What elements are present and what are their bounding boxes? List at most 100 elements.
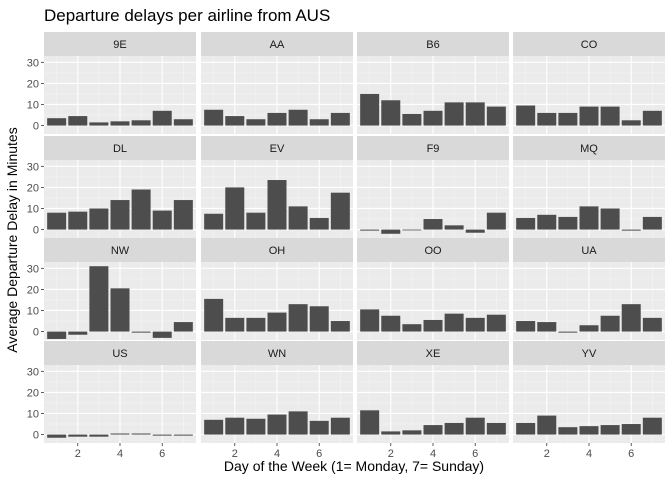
bar [225, 317, 245, 332]
bar [600, 208, 620, 230]
bar [246, 119, 266, 126]
bar [642, 417, 662, 435]
bar [642, 110, 662, 126]
facet-strip [357, 136, 509, 160]
x-tick-label: 4 [274, 448, 280, 460]
bar [131, 433, 151, 435]
bar [131, 120, 151, 126]
facet-strip-label: MQ [580, 143, 598, 155]
bar [47, 212, 67, 230]
facet-yv: YV 2 4 6 [513, 341, 665, 460]
bar [579, 325, 599, 332]
bar [402, 324, 422, 332]
bar [642, 317, 662, 332]
bar [173, 200, 193, 230]
bar [288, 411, 308, 435]
bar [486, 212, 506, 230]
bar [423, 425, 443, 435]
bar [288, 206, 308, 230]
facet-strip [513, 238, 665, 262]
bar [579, 106, 599, 126]
x-tick-label: 6 [316, 448, 322, 460]
bar [465, 102, 485, 126]
bar [47, 331, 67, 339]
facet-9e: 9E 0 10 20 30 [27, 32, 196, 134]
y-axis-title: Average Departure Delay in Minutes [4, 127, 20, 352]
facet-strip-label: XE [426, 348, 441, 360]
bar [486, 314, 506, 332]
bar [558, 331, 578, 333]
facet-wn: WN 2 4 6 [201, 341, 353, 460]
bar [402, 229, 422, 231]
facet-strip [513, 341, 665, 365]
bar [89, 266, 109, 332]
facet-strip [44, 238, 196, 262]
bar [89, 208, 109, 230]
bar [621, 424, 641, 435]
bar [402, 430, 422, 435]
bar [131, 331, 151, 333]
bar [621, 120, 641, 126]
y-tick-label: 30 [27, 263, 39, 275]
y-tick-label: 20 [27, 182, 39, 194]
y-tick-label: 10 [27, 305, 39, 317]
bar [204, 109, 224, 126]
bar [516, 321, 536, 332]
bar [173, 119, 193, 126]
bar [110, 200, 130, 230]
facet-strip [201, 136, 353, 160]
y-tick-label: 10 [27, 99, 39, 111]
facet-us: US 0 10 20 30 2 4 6 [27, 341, 196, 460]
bar [516, 105, 536, 126]
x-tick-label: 4 [117, 448, 123, 460]
facet-strip-label: B6 [426, 39, 439, 51]
bar [486, 106, 506, 126]
bar [152, 210, 172, 230]
facet-strip-label: OH [269, 245, 286, 257]
bar [558, 216, 578, 230]
bar [204, 298, 224, 332]
bar [309, 119, 329, 126]
bar [402, 113, 422, 126]
facet-strip [513, 136, 665, 160]
facet-strip [44, 32, 196, 56]
x-tick-label: 4 [586, 448, 592, 460]
bar [465, 417, 485, 435]
y-tick-label: 0 [33, 121, 39, 133]
x-axis-title: Day of the Week (1= Monday, 7= Sunday) [224, 458, 484, 474]
bar [579, 426, 599, 435]
bar [621, 304, 641, 332]
facet-strip-label: 9E [113, 39, 126, 51]
facet-co: CO [513, 32, 665, 134]
facet-strip-label: UA [581, 245, 597, 257]
bar [152, 434, 172, 436]
facet-strip-label: AA [270, 39, 285, 51]
x-tick-label: 2 [388, 448, 394, 460]
bar [309, 420, 329, 435]
bar [423, 319, 443, 332]
facet-oh: OH [201, 238, 353, 340]
facet-strip [357, 238, 509, 262]
facet-strip [201, 341, 353, 365]
bar [47, 434, 67, 438]
bar [600, 315, 620, 332]
bar [68, 116, 88, 126]
x-tick-label: 6 [159, 448, 165, 460]
x-tick-label: 6 [628, 448, 634, 460]
bar [309, 306, 329, 332]
facet-strip-label: WN [268, 348, 286, 360]
bar [89, 122, 109, 126]
x-tick-label: 2 [232, 448, 238, 460]
bar [642, 216, 662, 230]
bar [131, 189, 151, 230]
bar [246, 212, 266, 230]
y-tick-label: 30 [27, 366, 39, 378]
bar [444, 225, 464, 230]
bar [330, 321, 350, 332]
facet-f9: F9 [357, 136, 509, 238]
bar [267, 414, 287, 435]
facet-strip-label: YV [582, 348, 597, 360]
y-tick-label: 20 [27, 78, 39, 90]
y-tick-label: 20 [27, 284, 39, 296]
bar [110, 288, 130, 332]
